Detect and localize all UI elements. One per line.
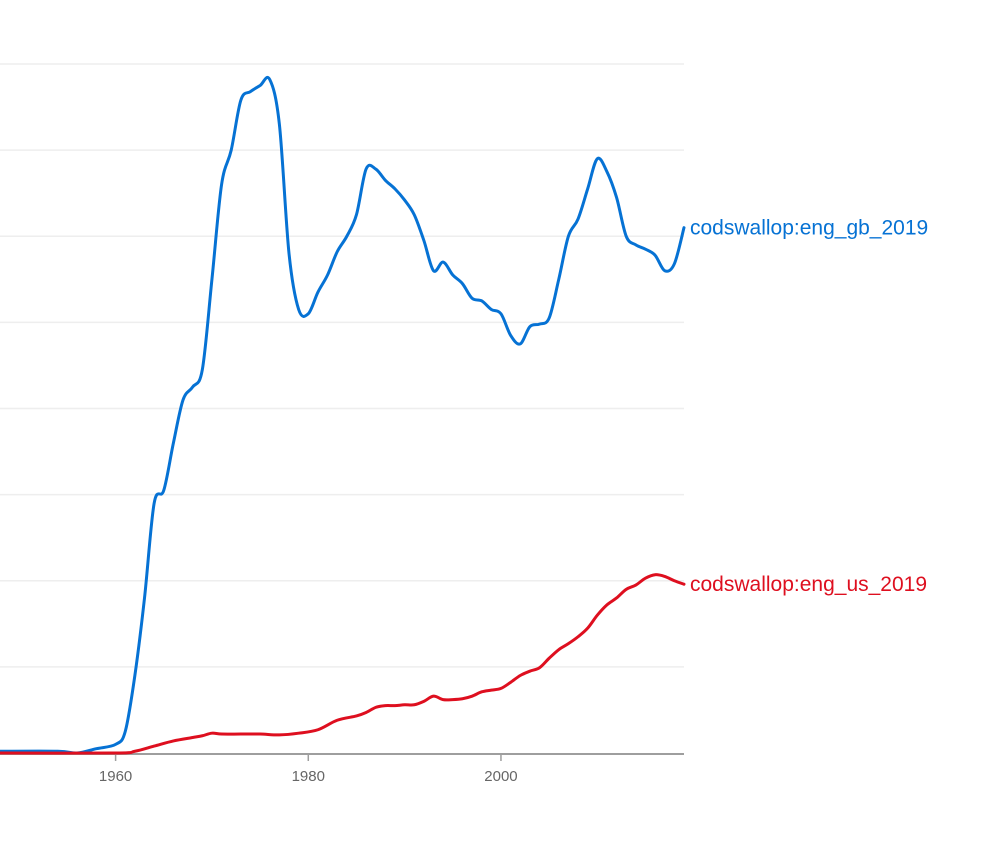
x-axis: 1960 1980 2000: [0, 753, 684, 785]
series-line-eng-us[interactable]: [0, 573, 686, 755]
series-line-eng-gb[interactable]: [0, 75, 686, 755]
x-tick-label: 2000: [484, 768, 517, 785]
series-label-eng-gb: codswallop:eng_gb_2019: [690, 217, 928, 240]
x-tick-label: 1980: [292, 768, 325, 785]
series-lines: [0, 75, 686, 755]
x-tick-label: 1960: [99, 768, 132, 785]
series-labels: codswallop:eng_gb_2019 codswallop:eng_us_…: [690, 217, 928, 597]
series-label-eng-us: codswallop:eng_us_2019: [690, 573, 927, 596]
gridlines: [0, 63, 684, 668]
